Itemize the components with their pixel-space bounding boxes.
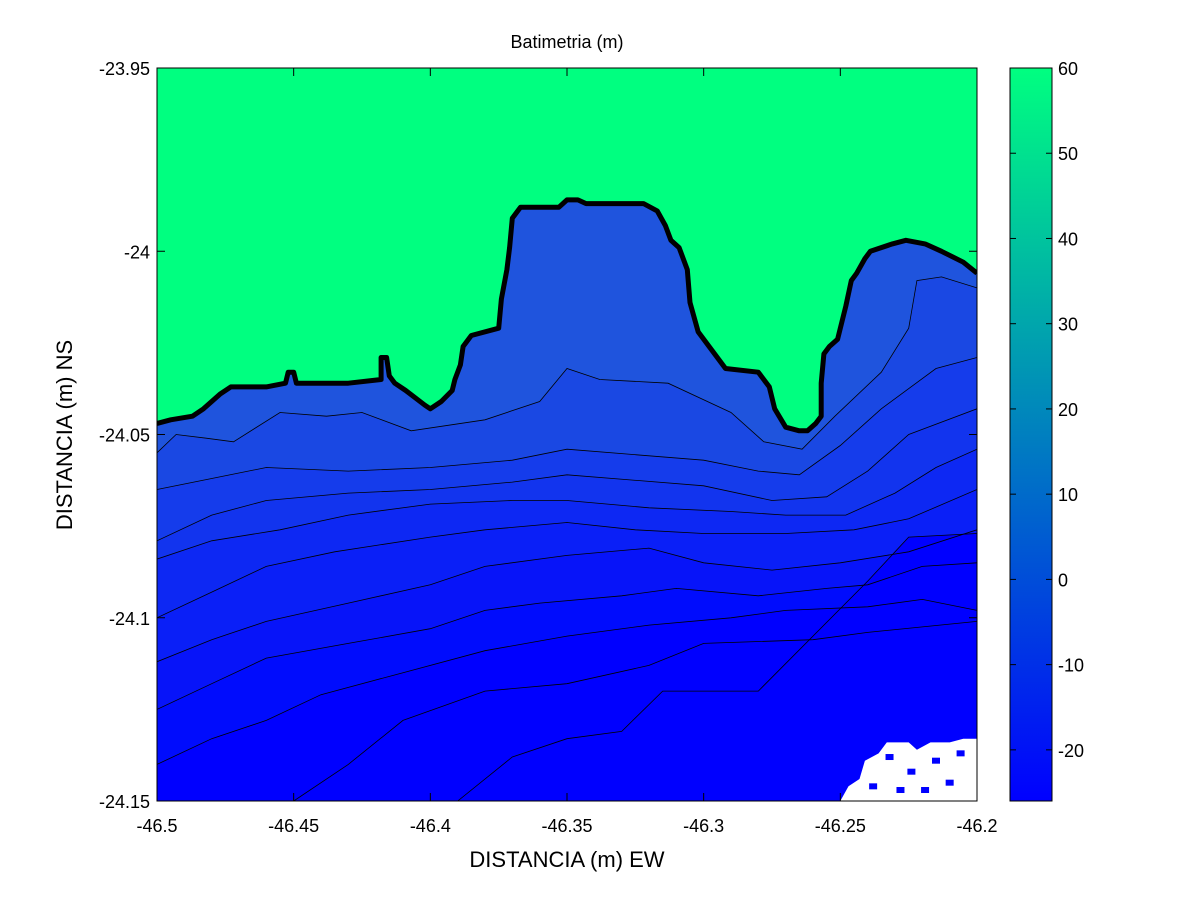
depth-contour-line bbox=[293, 621, 977, 801]
colorbar-tick-label: -20 bbox=[1058, 741, 1084, 761]
coastline-line bbox=[157, 197, 977, 434]
x-tick-label: -46.35 bbox=[541, 816, 592, 836]
x-tick-label: -46.4 bbox=[410, 816, 451, 836]
depth-contour-line bbox=[157, 489, 977, 619]
chart-title: Batimetria (m) bbox=[510, 32, 623, 52]
depth-contour-lines bbox=[157, 276, 977, 801]
nodata-speck bbox=[956, 750, 965, 757]
x-axis-label: DISTANCIA (m) EW bbox=[469, 847, 664, 872]
nodata-speck bbox=[885, 754, 894, 761]
colorbar-tick-label: -10 bbox=[1058, 656, 1084, 676]
x-axis-ticks: -46.5 -46.45 -46.4 -46.35 -46.3 -46.25 -46.2 bbox=[136, 68, 998, 836]
x-tick-label: -46.45 bbox=[268, 816, 319, 836]
colorbar-tick-label: 0 bbox=[1058, 570, 1068, 590]
depth-contour-line bbox=[157, 448, 977, 560]
nodata-speck bbox=[921, 787, 930, 794]
y-tick-label: -24.05 bbox=[99, 426, 150, 446]
x-tick-label: -46.3 bbox=[683, 816, 724, 836]
y-tick-label: -23.95 bbox=[99, 59, 150, 79]
colorbar bbox=[1009, 67, 1053, 802]
colorbar-ticks: -20 -10 0 10 20 30 40 50 60 bbox=[1010, 59, 1084, 761]
colorbar-tick-label: 20 bbox=[1058, 400, 1078, 420]
y-axis-ticks: -24.15 -24.1 -24.05 -24 -23.95 bbox=[99, 59, 977, 812]
y-axis-label: DISTANCIA (m) NS bbox=[52, 340, 77, 530]
colorbar-tick-label: 50 bbox=[1058, 144, 1078, 164]
colorbar-tick-label: 40 bbox=[1058, 229, 1078, 249]
nodata-speck bbox=[869, 783, 878, 790]
nodata-speck bbox=[896, 787, 905, 794]
depth-contour-line bbox=[157, 529, 977, 663]
water-band bbox=[157, 533, 977, 801]
colorbar-tick-label: 10 bbox=[1058, 485, 1078, 505]
colorbar-tick-label: 60 bbox=[1058, 59, 1078, 79]
x-tick-label: -46.5 bbox=[136, 816, 177, 836]
x-tick-label: -46.2 bbox=[956, 816, 997, 836]
depth-contour-line bbox=[157, 562, 977, 710]
nodata-speck bbox=[907, 768, 916, 775]
y-tick-label: -24.1 bbox=[109, 609, 150, 629]
depth-contour-line bbox=[157, 408, 977, 542]
y-tick-label: -24 bbox=[124, 242, 150, 262]
x-tick-label: -46.25 bbox=[815, 816, 866, 836]
nodata-patches bbox=[840, 738, 977, 801]
nodata-speck bbox=[945, 779, 954, 786]
water-layer bbox=[157, 199, 977, 801]
depth-contour-line bbox=[157, 276, 977, 454]
colorbar-tick-label: 30 bbox=[1058, 315, 1078, 335]
depth-contour-line bbox=[457, 533, 977, 801]
depth-contour-line bbox=[157, 357, 977, 490]
plot-area bbox=[157, 68, 977, 801]
y-tick-label: -24.15 bbox=[99, 792, 150, 812]
nodata-speck bbox=[932, 757, 940, 764]
depth-contour-line bbox=[157, 598, 977, 765]
